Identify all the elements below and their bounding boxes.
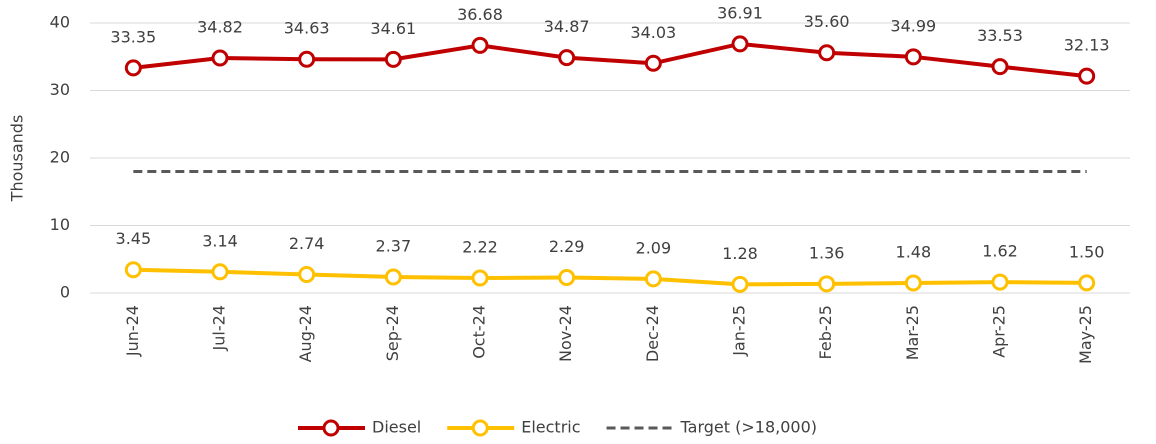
- marker: [991, 273, 1009, 291]
- legend-label: Electric: [521, 418, 580, 437]
- data-label: 34.82: [197, 17, 243, 36]
- x-tick-label: Nov-24: [556, 305, 575, 362]
- y-tick-label: 40: [50, 13, 70, 32]
- y-tick-label: 20: [50, 148, 70, 167]
- y-axis-title: Thousands: [8, 115, 27, 203]
- x-tick-label: Sep-24: [383, 305, 402, 361]
- data-label: 35.60: [804, 12, 850, 31]
- data-label: 2.09: [636, 238, 672, 257]
- data-label: 36.91: [717, 3, 763, 22]
- x-tick-label: Jul-24: [210, 305, 229, 351]
- data-label: 2.22: [462, 238, 498, 257]
- data-label: 33.35: [110, 27, 156, 46]
- data-label: 1.50: [1069, 242, 1105, 261]
- marker: [818, 44, 836, 62]
- data-label: 3.14: [202, 231, 238, 250]
- marker: [644, 270, 662, 288]
- marker: [731, 275, 749, 293]
- data-label: 1.36: [809, 243, 845, 262]
- marker: [558, 269, 576, 287]
- marker: [298, 266, 316, 284]
- data-label: 2.29: [549, 237, 585, 256]
- y-tick-label: 30: [50, 80, 70, 99]
- marker: [731, 35, 749, 53]
- marker: [1078, 67, 1096, 85]
- y-tick-label: 0: [60, 283, 70, 302]
- data-label: 1.62: [982, 242, 1018, 261]
- legend-label: Diesel: [372, 418, 421, 437]
- marker: [471, 36, 489, 54]
- data-label: 1.28: [722, 244, 758, 263]
- data-label: 3.45: [116, 229, 152, 248]
- marker: [384, 50, 402, 68]
- data-label: 34.63: [284, 19, 330, 38]
- marker: [904, 48, 922, 66]
- legend-label: Target (>18,000): [680, 418, 817, 437]
- marker: [1078, 274, 1096, 292]
- legend-marker: [471, 419, 489, 437]
- x-tick-label: Jan-25: [730, 305, 749, 357]
- data-label: 34.61: [370, 19, 416, 38]
- marker: [124, 261, 142, 279]
- x-tick-label: Feb-25: [816, 305, 835, 359]
- marker: [211, 263, 229, 281]
- data-label: 34.87: [544, 17, 590, 36]
- data-label: 34.99: [890, 16, 936, 35]
- legend-marker: [322, 419, 340, 437]
- data-label: 2.74: [289, 234, 325, 253]
- x-tick-label: Apr-25: [990, 305, 1009, 358]
- x-tick-label: Oct-24: [470, 305, 489, 359]
- marker: [558, 49, 576, 67]
- data-label: 1.48: [896, 243, 932, 262]
- data-label: 32.13: [1064, 36, 1110, 55]
- marker: [124, 59, 142, 77]
- x-tick-label: Jun-24: [123, 305, 142, 357]
- x-tick-label: Mar-25: [903, 305, 922, 360]
- data-label: 2.37: [376, 237, 412, 256]
- x-tick-label: May-25: [1076, 305, 1095, 364]
- x-tick-label: Aug-24: [296, 305, 315, 362]
- marker: [904, 274, 922, 292]
- series-line: [133, 267, 1087, 287]
- marker: [211, 49, 229, 67]
- data-label: 36.68: [457, 5, 503, 24]
- data-label: 33.53: [977, 26, 1023, 45]
- marker: [471, 269, 489, 287]
- series-line: [133, 41, 1087, 79]
- marker: [818, 275, 836, 293]
- marker: [644, 54, 662, 72]
- x-tick-label: Dec-24: [643, 305, 662, 362]
- marker: [298, 50, 316, 68]
- y-tick-label: 10: [50, 215, 70, 234]
- marker: [991, 58, 1009, 76]
- marker: [384, 268, 402, 286]
- data-label: 34.03: [630, 23, 676, 42]
